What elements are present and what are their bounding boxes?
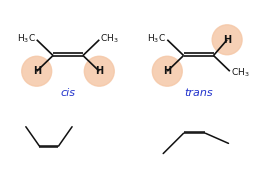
Text: H: H (223, 35, 231, 45)
Text: trans: trans (184, 88, 213, 97)
Ellipse shape (22, 56, 52, 86)
Ellipse shape (212, 25, 242, 55)
Text: cis: cis (60, 88, 76, 97)
Text: $\mathregular{CH_3}$: $\mathregular{CH_3}$ (231, 66, 249, 79)
Text: $\mathregular{H_3C}$: $\mathregular{H_3C}$ (17, 32, 36, 45)
Text: H: H (33, 66, 41, 76)
Text: $\mathregular{H_3C}$: $\mathregular{H_3C}$ (147, 32, 166, 45)
Text: $\mathregular{CH_3}$: $\mathregular{CH_3}$ (100, 32, 119, 45)
Ellipse shape (84, 56, 114, 86)
Ellipse shape (152, 56, 182, 86)
Text: H: H (95, 66, 103, 76)
Text: H: H (163, 66, 171, 76)
